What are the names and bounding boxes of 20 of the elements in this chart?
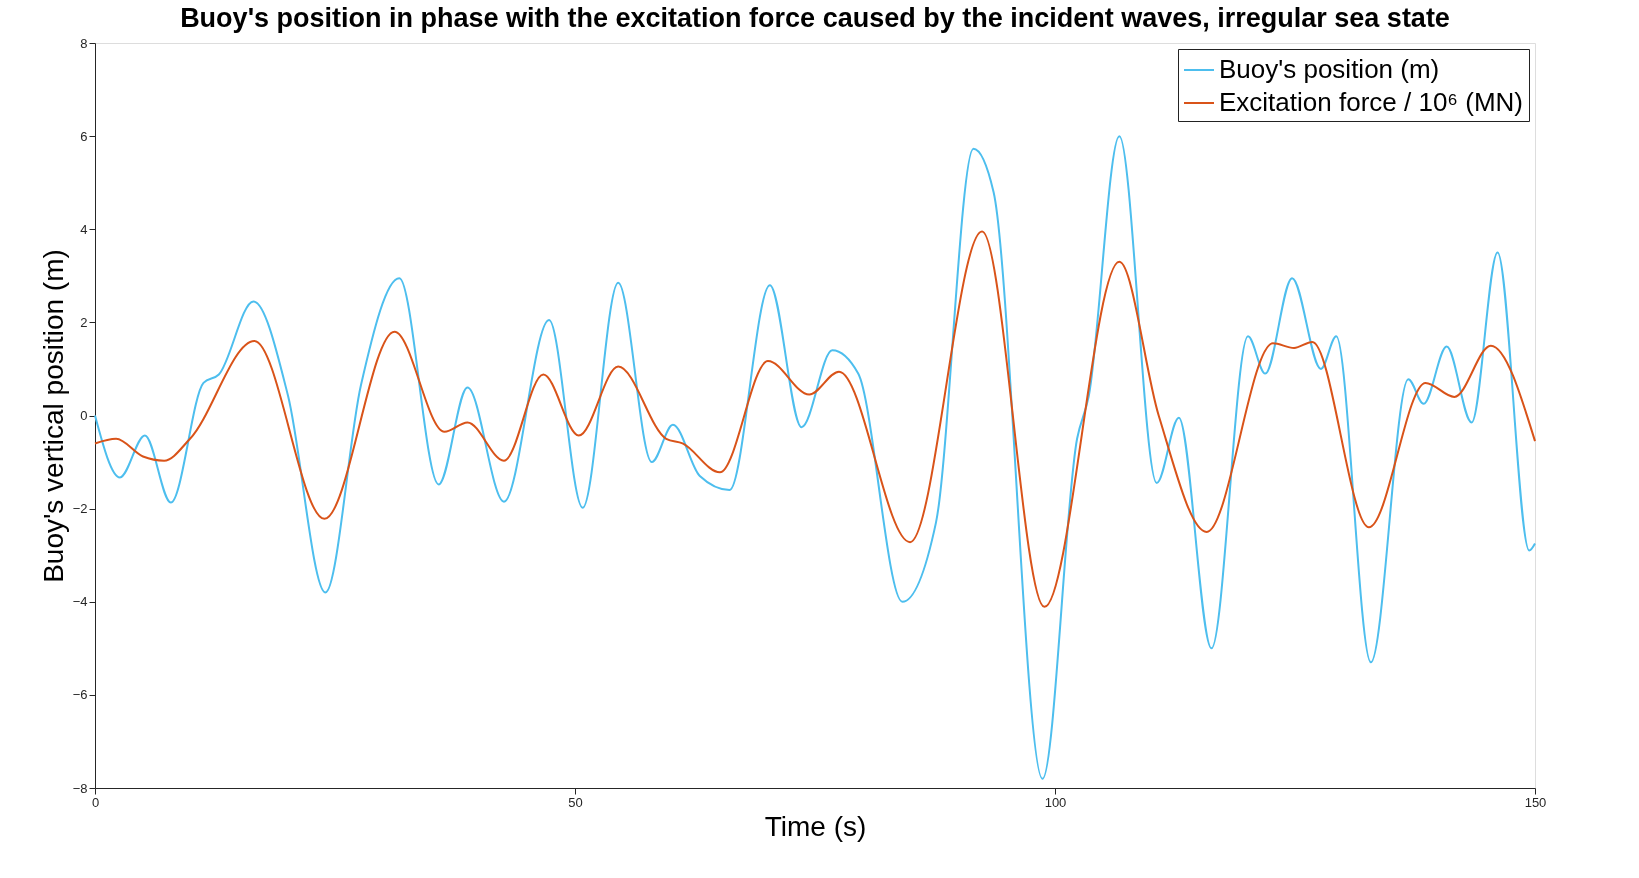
line-series	[94, 230, 1536, 608]
x-axis-title: Time (s)	[764, 810, 867, 842]
y-tick-label: −8	[72, 780, 88, 796]
y-tick-label: −6	[72, 687, 88, 703]
y-tick-label: −2	[72, 501, 88, 517]
y-tick-label: 4	[80, 221, 88, 237]
chart-title: Buoy's position in phase with the excitation force caused by the incident waves, irregular sea state	[180, 3, 1450, 33]
x-tick-label: 50	[568, 794, 583, 810]
y-tick-label: −4	[72, 594, 88, 610]
y-axis-title: Buoy's vertical position (m)	[37, 249, 69, 583]
y-tick-label: 0	[80, 408, 88, 423]
y-tick-label: 2	[80, 314, 88, 330]
legend-label: Excitation force / 10⁶ (MN)	[1219, 87, 1524, 117]
y-tick-label: 8	[80, 35, 88, 51]
line-series	[94, 135, 1536, 780]
x-tick-label: 150	[1524, 794, 1547, 810]
x-tick-label: 0	[91, 794, 100, 810]
legend-label: Buoy's position (m)	[1219, 54, 1440, 84]
x-tick-label: 100	[1044, 794, 1067, 810]
y-tick-label: 6	[80, 128, 88, 144]
